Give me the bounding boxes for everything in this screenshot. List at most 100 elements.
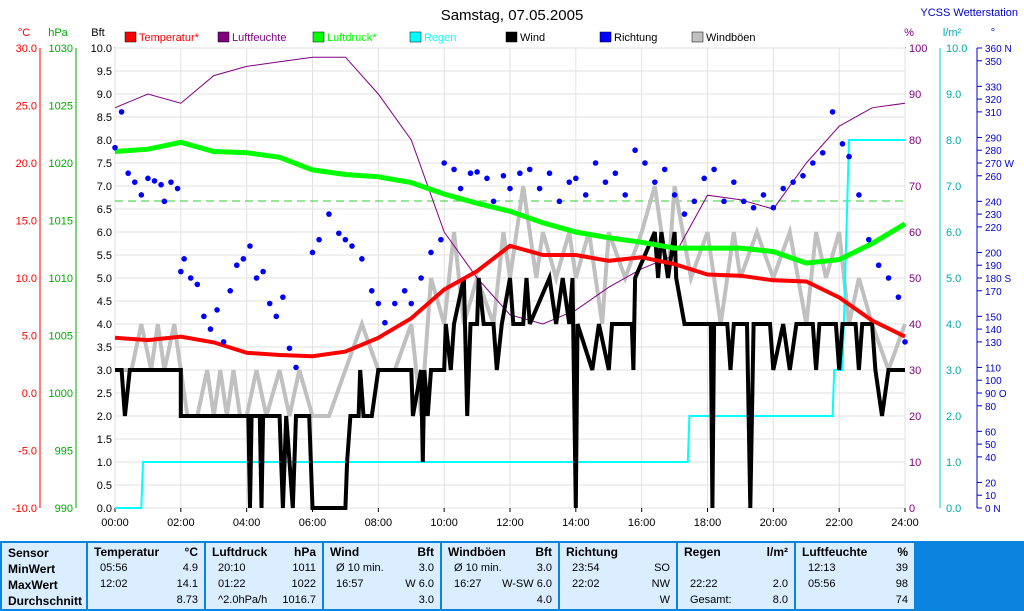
chart-title: Samstag, 07.05.2005 [441,7,584,24]
direction-point [309,249,316,256]
cell-value: 4.0 [536,594,552,606]
cell-value: 8.0 [772,594,788,606]
table-column: Windböen Bft Ø 10 min. 3.0 16:27 W-SW 6.0 4.0 [442,543,558,609]
bft-tick-label: 8.0 [97,135,112,147]
bft-tick-label: 10.0 [91,43,112,55]
direction-point [187,275,194,281]
pressure-tick-label: 1020 [49,158,73,170]
direction-tick-label: 240 [985,197,1002,208]
direction-point [174,185,181,192]
cell-time: 12:13 [808,562,836,574]
legend-label: Temperatur* [139,32,200,44]
cell-value: 1016.7 [282,594,316,606]
direction-point [266,300,273,307]
bft-tick-label: 6.5 [97,204,112,216]
direction-point [240,256,247,262]
bft-tick-label: 0.5 [97,480,112,492]
temp-tick-label: -10.0 [12,503,37,515]
column-title: Luftdruck [212,545,268,559]
direction-point [151,178,158,184]
direction-tick-label: 280 [985,146,1002,157]
row-label-max: MaxWert [8,578,58,592]
column-unit: °C [184,545,198,559]
direction-point [293,364,299,371]
direction-point [632,147,638,154]
direction-point [790,179,796,185]
pressure-tick-label: 1000 [49,388,73,400]
direction-point [582,192,589,198]
column-title: Luftfeuchte [802,545,868,559]
wind-series [115,231,905,510]
cell-value: 3.0 [536,562,552,574]
bft-unit-label: Bft [91,27,104,39]
cell-value: 39 [895,562,908,574]
direction-point [500,172,507,179]
column-title: Temperatur [94,545,160,559]
rain-tick-label: 3.0 [946,365,961,377]
humidity-tick-label: 0 [909,503,915,515]
direction-point [286,345,293,352]
direction-point [220,339,227,345]
cell-time: 22:22 [690,578,718,590]
direction-tick-label: 320 [985,95,1002,106]
direction-point [856,192,862,198]
cell-time: Ø 10 min. [454,562,502,574]
direction-point [652,179,658,185]
direction-point [375,300,382,307]
bft-tick-label: 6.0 [97,227,112,239]
bft-tick-label: 5.5 [97,250,112,262]
cell-time: Gesamt: [690,594,732,606]
direction-point [602,179,609,185]
weather-chart: 00:00 02:00 04:00 06:00 08:00 10:00 12:00 14:00… [12,7,1018,529]
table-column: Richtung 23:54 SO 22:02 NW W [560,543,676,609]
direction-point [731,179,737,185]
direction-point [457,185,464,192]
direction-point [131,179,138,185]
x-tick-label: 14:00 [562,517,590,529]
direction-point [622,192,629,198]
cell-value: 3.0 [418,594,434,606]
cell-time: 22:02 [572,578,600,590]
column-title: Windböen [448,545,506,559]
direction-point [902,339,908,345]
direction-point [467,170,474,177]
direction-tick-label: 10 [985,491,997,502]
direction-tick-label: 130 [985,338,1002,349]
direction-tick-label: 260 [985,172,1002,183]
legend-swatch [312,31,325,43]
direction-point [326,211,332,217]
legend-label: Luftfeuchte [232,32,286,44]
x-tick-label: 04:00 [233,517,261,529]
legend-swatch [217,31,230,43]
direction-point [526,166,533,173]
cell-time: 23:54 [572,562,600,574]
direction-tick-label: 330 [985,82,1002,93]
cell-time: 20:10 [218,562,246,574]
x-tick-label: 10:00 [430,517,458,529]
direction-point [247,243,253,249]
bft-tick-label: 7.5 [97,158,112,170]
cell-value: 3.0 [418,562,434,574]
direction-point [138,192,145,198]
direction-tick-label: 100 [985,376,1002,387]
row-label-avg: Durchschnitt [8,594,83,608]
direction-point [642,160,648,166]
direction-tick-label: 80 [985,402,997,413]
direction-point [342,236,349,243]
direction-tick-label: 140 [985,325,1002,336]
legend-swatch [124,31,137,43]
table-column: Luftdruck hPa 20:10 1011 01:22 1022 ^2.0hPa/h 1… [206,543,322,609]
direction-point [474,169,480,175]
direction-tick-label: 290 [985,133,1002,144]
cell-time: 16:27 [454,578,482,590]
direction-point [566,179,573,185]
direction-point [201,313,207,320]
direction-point [158,181,164,188]
bft-tick-label: 9.0 [97,89,112,101]
direction-point [770,204,777,211]
bft-tick-label: 7.0 [97,181,112,193]
bft-tick-label: 5.0 [97,273,112,285]
humidity-tick-label: 70 [909,181,921,193]
sensor-cell: Sensor MinWert MaxWert Durchschnitt [2,543,86,609]
row-label-min: MinWert [8,562,56,576]
